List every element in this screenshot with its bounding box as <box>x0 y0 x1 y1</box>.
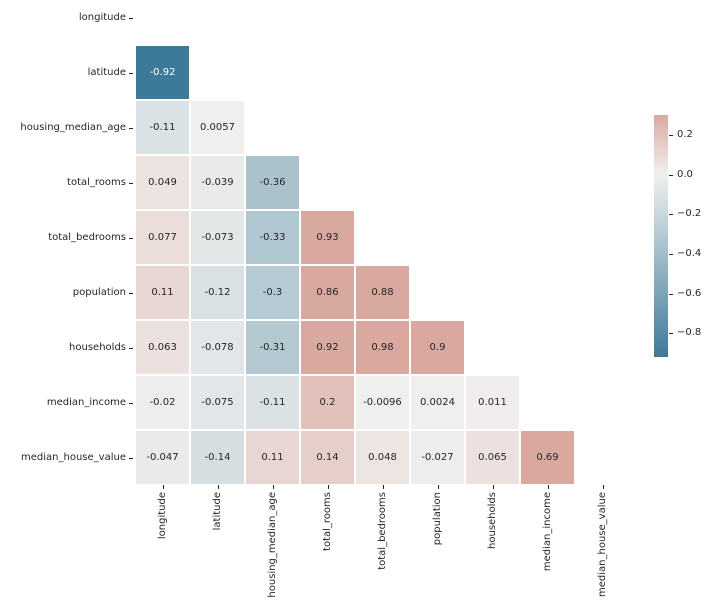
x-tick-mark <box>217 485 219 489</box>
colorbar-tick-label: −0.4 <box>677 247 702 259</box>
heatmap-cell: 0.065 <box>466 431 519 484</box>
heatmap-cell: 0.86 <box>301 266 354 319</box>
heatmap-cell: -0.14 <box>191 431 244 484</box>
y-tick-label: longitude <box>78 12 126 23</box>
colorbar: 0.2 0.0 −0.2 −0.4 −0.6 −0.8 <box>654 115 701 357</box>
y-tick-mark <box>129 402 133 404</box>
heatmap-cell: 0.98 <box>356 321 409 374</box>
heatmap-cell: -0.12 <box>191 266 244 319</box>
x-tick-mark <box>327 485 329 489</box>
heatmap-cell: -0.33 <box>246 211 299 264</box>
heatmap-cell: 0.0057 <box>191 101 244 154</box>
colorbar-tick-mark <box>669 134 673 136</box>
heatmap-cell: -0.039 <box>191 156 244 209</box>
y-tick-label: population <box>72 287 126 298</box>
heatmap-cell: 0.69 <box>521 431 574 484</box>
heatmap-cell: 0.063 <box>136 321 189 374</box>
y-tick-label: total_rooms <box>67 177 126 188</box>
y-tick-mark <box>129 182 133 184</box>
heatmap-grid: -0.92 -0.11 0.0057 0.049 -0.039 -0.36 0.077 -0.… <box>135 0 630 485</box>
heatmap-cell: -0.3 <box>246 266 299 319</box>
x-tick-label: median_house_value <box>597 492 608 597</box>
x-tick-mark <box>437 485 439 489</box>
heatmap-cell: 0.049 <box>136 156 189 209</box>
heatmap-cell: 0.93 <box>301 211 354 264</box>
x-tick-mark <box>547 485 549 489</box>
heatmap-cell: 0.9 <box>411 321 464 374</box>
heatmap-cell: -0.02 <box>136 376 189 429</box>
heatmap-cell: -0.36 <box>246 156 299 209</box>
y-tick-mark <box>129 72 133 74</box>
x-tick-mark <box>162 485 164 489</box>
x-tick-label: population <box>432 492 443 546</box>
x-tick-mark <box>602 485 604 489</box>
x-tick-label: total_rooms <box>322 492 333 551</box>
heatmap-cell: 0.077 <box>136 211 189 264</box>
x-tick-mark <box>382 485 384 489</box>
y-tick-label: housing_median_age <box>20 122 126 133</box>
y-tick-label: latitude <box>87 67 126 78</box>
heatmap-cell: 0.88 <box>356 266 409 319</box>
colorbar-gradient <box>654 115 668 357</box>
colorbar-tick-label: 0.0 <box>677 168 693 180</box>
y-tick-label: median_income <box>46 397 126 408</box>
x-tick-mark <box>492 485 494 489</box>
heatmap-cell: 0.011 <box>466 376 519 429</box>
heatmap-cell: 0.92 <box>301 321 354 374</box>
heatmap-cell: -0.11 <box>246 376 299 429</box>
y-tick-mark <box>129 17 133 19</box>
heatmap-cell: -0.0096 <box>356 376 409 429</box>
colorbar-tick-label: 0.2 <box>677 128 693 140</box>
heatmap-cell: -0.92 <box>136 46 189 99</box>
heatmap-cell: 0.11 <box>246 431 299 484</box>
heatmap-cell: 0.0024 <box>411 376 464 429</box>
y-tick-mark <box>129 347 133 349</box>
y-tick-mark <box>129 292 133 294</box>
heatmap-cell: 0.048 <box>356 431 409 484</box>
colorbar-tick-label: −0.2 <box>677 208 702 220</box>
heatmap-cell: 0.14 <box>301 431 354 484</box>
y-tick-mark <box>129 237 133 239</box>
x-tick-mark <box>272 485 274 489</box>
colorbar-tick-mark <box>669 174 673 176</box>
heatmap-cell: -0.31 <box>246 321 299 374</box>
y-tick-label: total_bedrooms <box>48 232 126 243</box>
y-tick-label: households <box>69 342 126 353</box>
x-tick-label: latitude <box>212 492 223 531</box>
y-tick-label: median_house_value <box>21 452 126 463</box>
x-tick-label: longitude <box>157 492 168 540</box>
y-tick-mark <box>129 127 133 129</box>
y-tick-mark <box>129 457 133 459</box>
x-tick-label: households <box>487 492 498 549</box>
colorbar-tick-label: −0.6 <box>677 287 702 299</box>
colorbar-tick-label: −0.8 <box>677 327 702 339</box>
colorbar-tick-mark <box>669 253 673 255</box>
heatmap-cell: -0.073 <box>191 211 244 264</box>
heatmap-cell: -0.078 <box>191 321 244 374</box>
heatmap-cell: -0.047 <box>136 431 189 484</box>
heatmap-cell: 0.11 <box>136 266 189 319</box>
heatmap-cell: -0.027 <box>411 431 464 484</box>
heatmap-cell: -0.11 <box>136 101 189 154</box>
colorbar-tick-mark <box>669 333 673 335</box>
x-tick-label: housing_median_age <box>267 492 278 598</box>
heatmap-cell: -0.075 <box>191 376 244 429</box>
colorbar-tick-mark <box>669 293 673 295</box>
colorbar-tick-mark <box>669 214 673 216</box>
x-tick-label: total_bedrooms <box>377 492 388 570</box>
x-tick-label: median_income <box>542 492 553 572</box>
heatmap-cell: 0.2 <box>301 376 354 429</box>
